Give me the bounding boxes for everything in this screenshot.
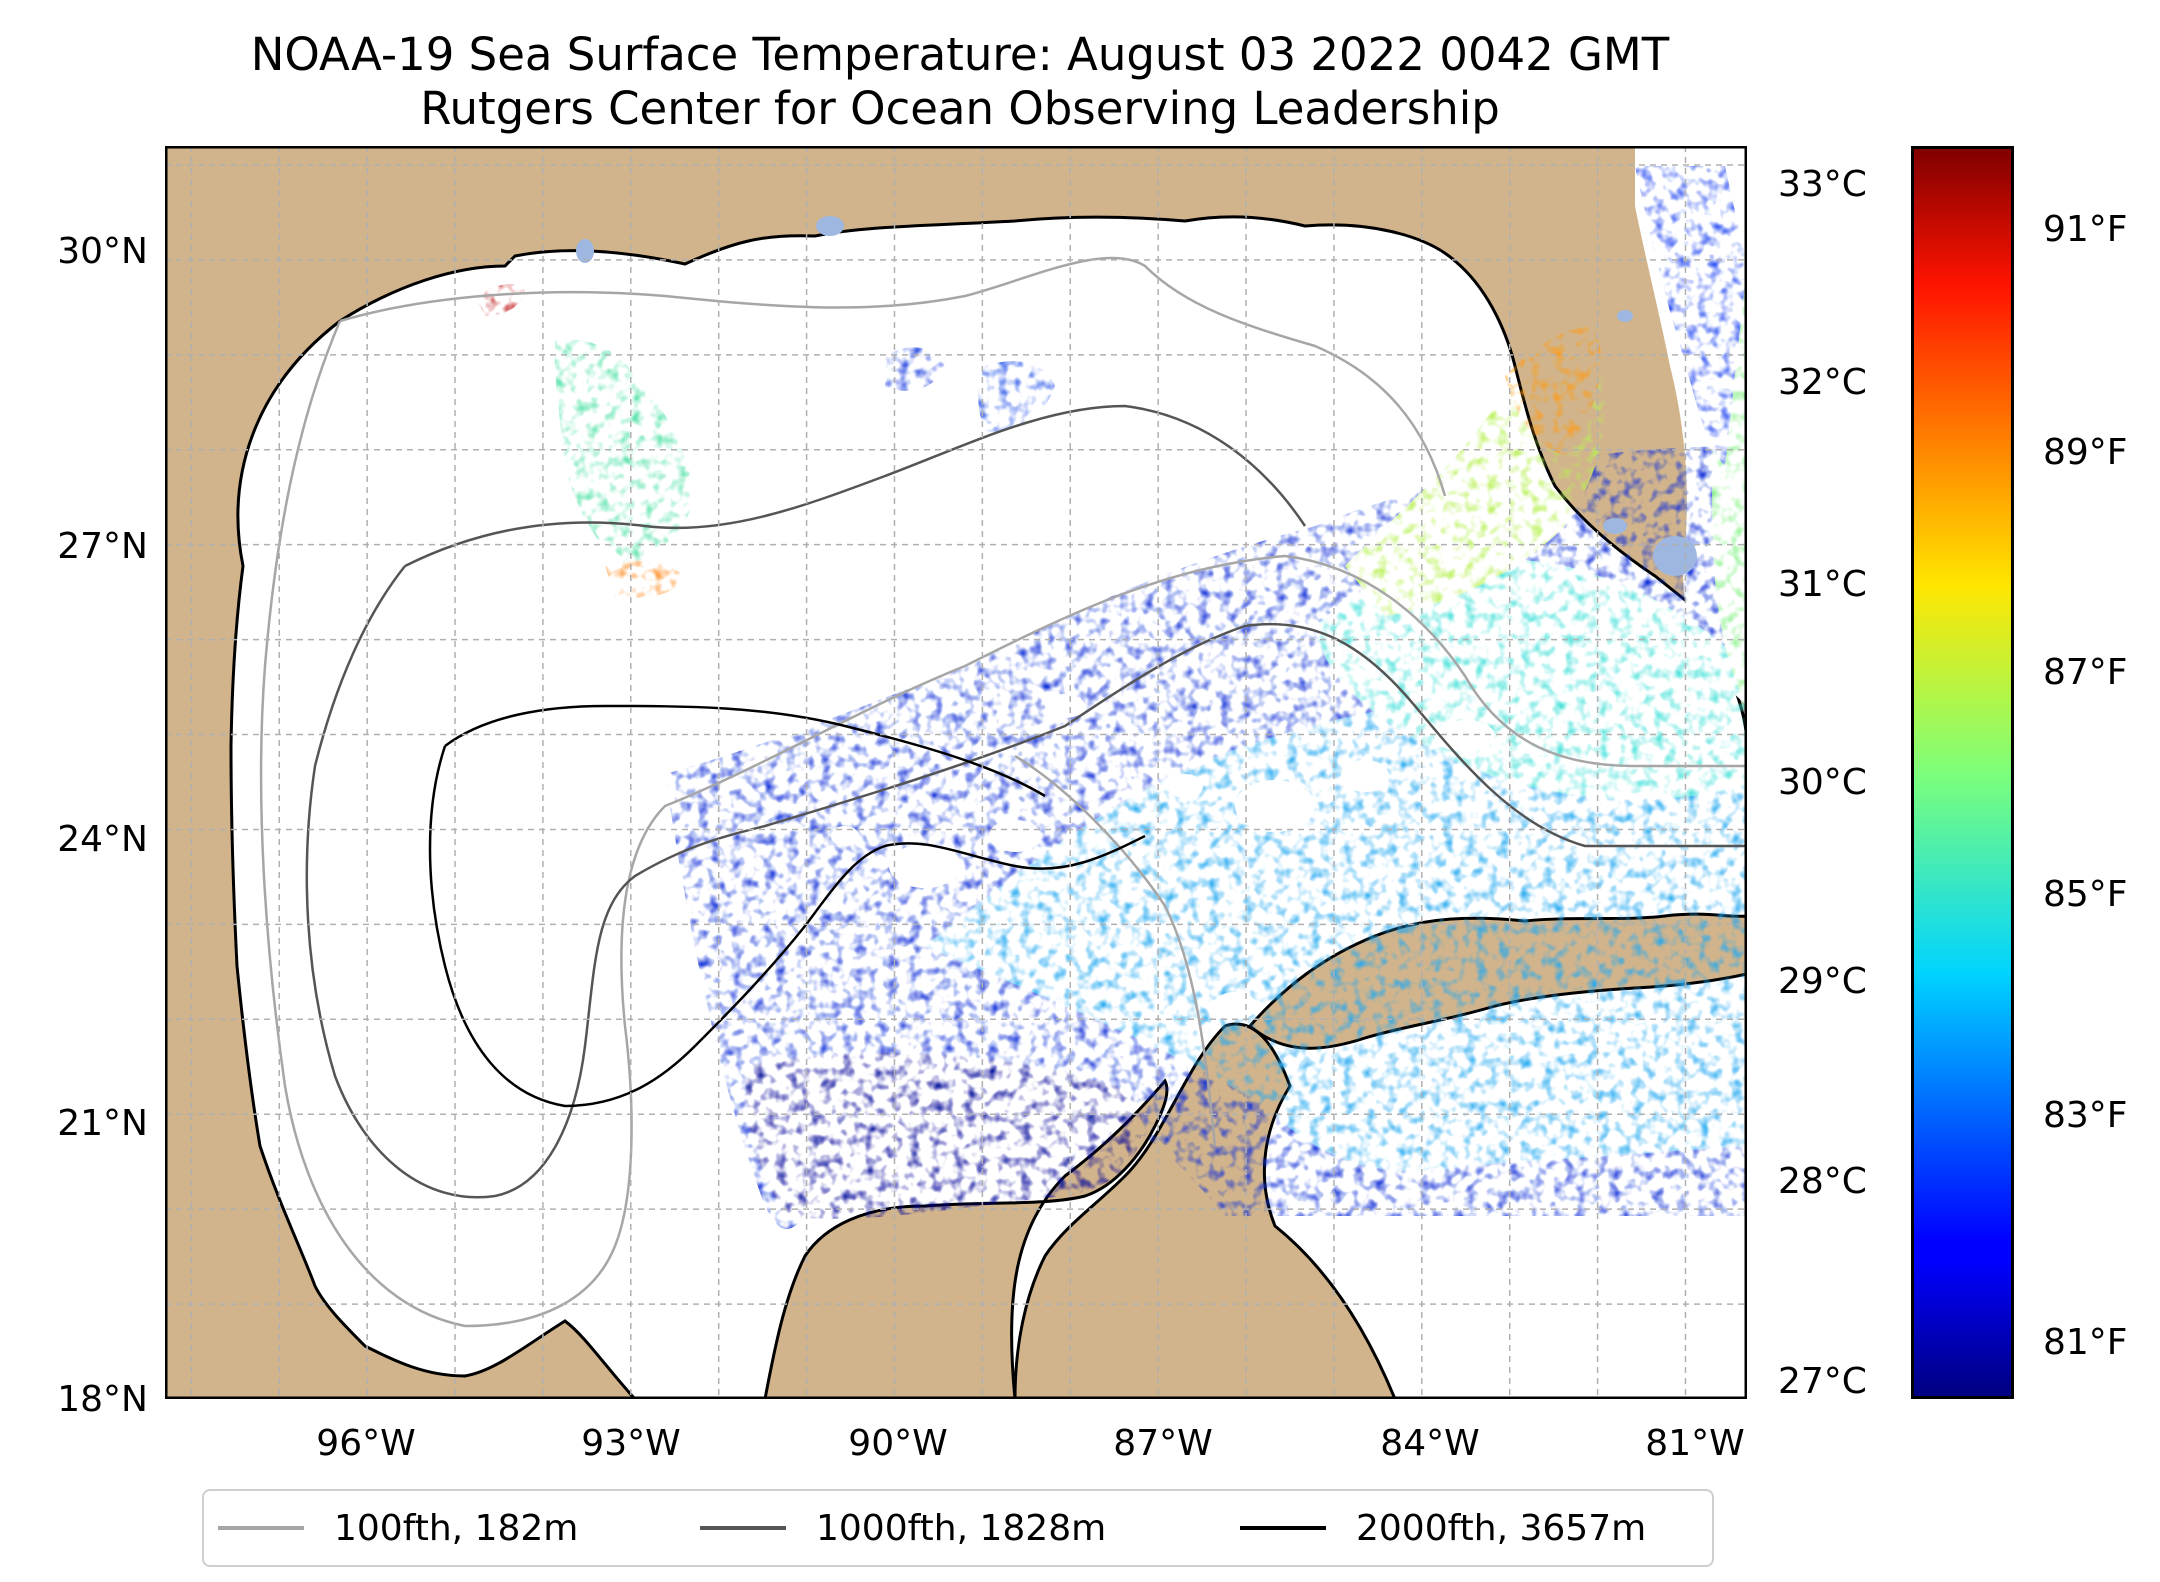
- map-frame: [165, 146, 1747, 1399]
- colorbar-label-28c: 28°C: [1778, 1161, 1867, 1202]
- map-subtitle: Rutgers Center for Ocean Observing Leade…: [420, 82, 1500, 135]
- lon-label-84w: 84°W: [1380, 1423, 1480, 1464]
- lat-label-18n: 18°N: [57, 1379, 148, 1420]
- colorbar-label-30c: 30°C: [1778, 762, 1867, 803]
- colorbar-label-91f: 91°F: [2043, 209, 2128, 250]
- colorbar-label-85f: 85°F: [2043, 874, 2128, 915]
- colorbar-label-27c: 27°C: [1778, 1361, 1867, 1402]
- lon-label-87w: 87°W: [1113, 1423, 1213, 1464]
- legend-label-1000fth: 1000fth, 1828m: [816, 1507, 1107, 1549]
- colorbar-label-87f: 87°F: [2043, 652, 2128, 693]
- sst-map: [165, 146, 1747, 1399]
- legend-swatch-100fth: [218, 1526, 304, 1530]
- lat-label-21n: 21°N: [57, 1103, 148, 1144]
- lon-label-96w: 96°W: [316, 1423, 416, 1464]
- contour-1000fth: [305, 404, 1747, 1199]
- colorbar-label-33c: 33°C: [1778, 164, 1867, 205]
- legend-swatch-1000fth: [700, 1526, 786, 1530]
- legend-item-100fth: 100fth, 182m: [218, 1491, 578, 1565]
- legend-label-100fth: 100fth, 182m: [334, 1507, 579, 1549]
- colorbar-label-83f: 83°F: [2043, 1095, 2128, 1136]
- lon-label-93w: 93°W: [581, 1423, 681, 1464]
- contour-100fth: [259, 256, 1747, 1328]
- lat-label-24n: 24°N: [57, 819, 148, 860]
- lon-label-81w: 81°W: [1645, 1423, 1745, 1464]
- lon-label-90w: 90°W: [848, 1423, 948, 1464]
- lat-label-30n: 30°N: [57, 231, 148, 272]
- colorbar-label-32c: 32°C: [1778, 362, 1867, 403]
- colorbar: [1911, 146, 2014, 1399]
- lat-label-27n: 27°N: [57, 526, 148, 567]
- legend-swatch-2000fth: [1240, 1526, 1326, 1530]
- legend-item-1000fth: 1000fth, 1828m: [700, 1491, 1106, 1565]
- contour-2000fth: [428, 704, 1146, 1108]
- colorbar-label-81f: 81°F: [2043, 1322, 2128, 1363]
- sst-swath: [475, 166, 1747, 1230]
- legend-label-2000fth: 2000fth, 3657m: [1356, 1507, 1647, 1549]
- legend-item-2000fth: 2000fth, 3657m: [1240, 1491, 1646, 1565]
- map-title: NOAA-19 Sea Surface Temperature: August …: [250, 28, 1670, 81]
- colorbar-label-29c: 29°C: [1778, 961, 1867, 1002]
- legend: 100fth, 182m 1000fth, 1828m 2000fth, 365…: [202, 1489, 1714, 1567]
- colorbar-label-31c: 31°C: [1778, 564, 1867, 605]
- colorbar-label-89f: 89°F: [2043, 432, 2128, 473]
